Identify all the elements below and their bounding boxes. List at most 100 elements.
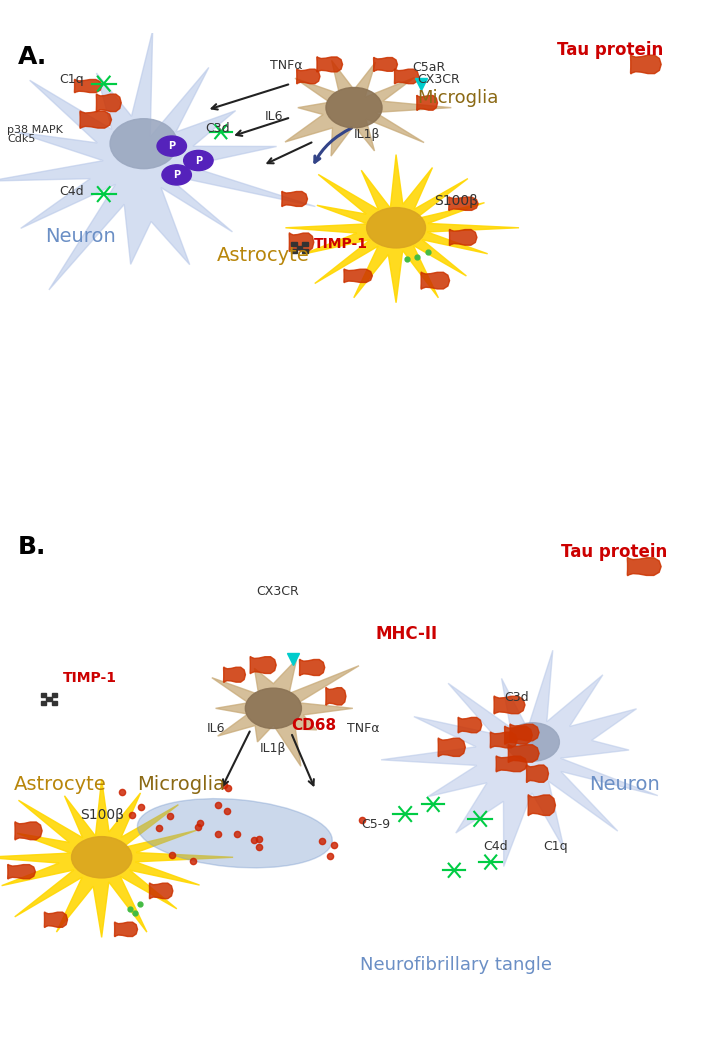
Text: P: P (195, 156, 202, 166)
Text: p38 MAPK: p38 MAPK (7, 124, 63, 135)
Text: CX3CR: CX3CR (417, 73, 460, 86)
Polygon shape (212, 660, 359, 766)
Text: P: P (173, 170, 180, 180)
Polygon shape (526, 764, 548, 783)
Polygon shape (381, 650, 658, 867)
Polygon shape (149, 882, 173, 899)
Polygon shape (0, 30, 315, 290)
Polygon shape (114, 922, 137, 936)
Text: TIMP-1: TIMP-1 (63, 671, 117, 684)
Text: B.: B. (18, 535, 46, 559)
Polygon shape (285, 60, 451, 156)
Polygon shape (290, 232, 314, 252)
Text: C3d: C3d (505, 691, 529, 704)
Bar (52, 701, 57, 705)
Polygon shape (285, 155, 519, 303)
Polygon shape (0, 779, 233, 937)
Polygon shape (510, 724, 539, 741)
Ellipse shape (245, 689, 301, 729)
Polygon shape (15, 821, 42, 840)
Text: P: P (168, 141, 175, 151)
Text: Astrocyte: Astrocyte (14, 775, 107, 794)
Text: Neuron: Neuron (46, 227, 116, 246)
Polygon shape (449, 229, 477, 246)
Polygon shape (449, 197, 478, 211)
Text: MHC-II: MHC-II (375, 624, 437, 643)
Polygon shape (326, 688, 346, 705)
Bar (41, 701, 46, 705)
Text: TIMP-1: TIMP-1 (314, 236, 368, 251)
Polygon shape (395, 68, 418, 84)
Polygon shape (282, 191, 308, 206)
Circle shape (157, 136, 186, 157)
Polygon shape (421, 272, 449, 289)
Ellipse shape (110, 118, 177, 169)
Polygon shape (74, 79, 102, 92)
Text: Medscape: Medscape (7, 7, 117, 26)
Circle shape (184, 150, 213, 171)
Bar (46, 697, 52, 701)
Polygon shape (224, 667, 245, 682)
Text: Cdk5: Cdk5 (7, 134, 35, 144)
Polygon shape (505, 726, 532, 745)
Bar (302, 249, 308, 253)
Text: Neuron: Neuron (589, 775, 660, 794)
Text: Astrocyte: Astrocyte (217, 247, 310, 265)
Text: TNFα: TNFα (347, 723, 379, 735)
Circle shape (162, 165, 191, 185)
Text: IL1β: IL1β (354, 128, 381, 141)
Ellipse shape (326, 87, 382, 128)
Polygon shape (458, 718, 482, 733)
Text: Neurofibrillary tangle: Neurofibrillary tangle (360, 956, 552, 974)
Text: S100β: S100β (81, 808, 125, 822)
Polygon shape (317, 57, 343, 73)
Polygon shape (344, 269, 372, 283)
Polygon shape (438, 738, 465, 757)
Ellipse shape (506, 723, 559, 761)
Polygon shape (496, 756, 527, 772)
Polygon shape (250, 656, 276, 674)
Polygon shape (44, 912, 67, 927)
Ellipse shape (367, 207, 426, 248)
Text: C4d: C4d (60, 185, 84, 198)
Polygon shape (490, 732, 517, 748)
Bar (41, 694, 46, 697)
Polygon shape (508, 745, 539, 762)
Text: C4d: C4d (484, 840, 508, 853)
Polygon shape (80, 111, 111, 129)
Polygon shape (528, 794, 555, 816)
Polygon shape (96, 93, 121, 112)
Text: Microglia: Microglia (417, 89, 498, 107)
Ellipse shape (137, 798, 332, 868)
Text: Source: J Neuroinflammation © 2012 BioMed Central Ltd: Source: J Neuroinflammation © 2012 BioMe… (332, 1014, 687, 1027)
Text: C3d: C3d (205, 121, 230, 135)
Text: C5aR: C5aR (412, 60, 445, 74)
Text: C1q: C1q (60, 74, 84, 86)
Text: IL6: IL6 (207, 723, 225, 735)
Text: IL6: IL6 (265, 110, 283, 122)
Text: IL1β: IL1β (259, 741, 286, 755)
Bar (297, 246, 302, 249)
Text: CD68: CD68 (291, 718, 336, 733)
Polygon shape (297, 68, 320, 84)
Bar (52, 694, 57, 697)
Text: Microglia: Microglia (137, 775, 225, 794)
Text: Tau protein: Tau protein (557, 40, 664, 59)
Text: TNFα: TNFα (270, 59, 302, 72)
Bar (302, 242, 308, 246)
Polygon shape (374, 57, 397, 72)
Text: S100β: S100β (435, 194, 479, 207)
Polygon shape (494, 696, 525, 714)
Text: Tau protein: Tau protein (561, 543, 667, 561)
Polygon shape (299, 660, 325, 676)
Polygon shape (627, 558, 661, 576)
Ellipse shape (72, 837, 132, 878)
Text: A.: A. (18, 46, 47, 69)
Text: C1q: C1q (543, 840, 568, 853)
Polygon shape (8, 865, 35, 879)
Text: CX3CR: CX3CR (256, 586, 299, 598)
Bar (291, 242, 297, 246)
Bar (291, 249, 297, 253)
Polygon shape (630, 55, 661, 74)
Polygon shape (416, 95, 437, 111)
